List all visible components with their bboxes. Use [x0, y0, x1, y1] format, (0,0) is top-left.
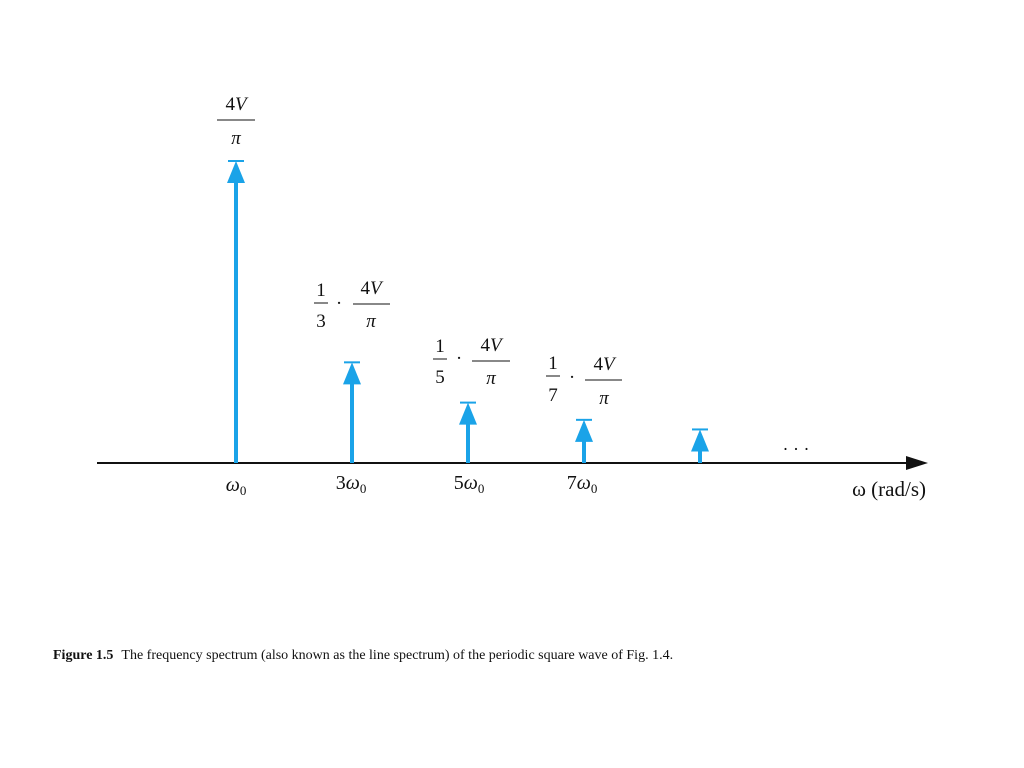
svg-text:·: ·	[456, 348, 462, 369]
tick-labels: ω0 3ω0 5ω0 7ω0	[226, 472, 598, 498]
svg-text:1: 1	[435, 336, 445, 357]
amplitude-label-1: 4V π	[217, 94, 255, 149]
continuation-ellipsis: · · ·	[783, 439, 810, 459]
spectral-arrowhead-5	[459, 402, 477, 425]
caption-label: Figure 1.5	[53, 648, 114, 663]
tick-label-5: 5ω0	[454, 472, 485, 496]
svg-text:4V: 4V	[480, 335, 504, 356]
svg-text:1: 1	[316, 280, 326, 301]
svg-text:·: ·	[336, 293, 342, 314]
spectral-arrowhead-3	[343, 362, 361, 385]
tick-label-1: ω0	[226, 474, 247, 498]
amplitude-label-7: 1 7 · 4V π	[546, 353, 622, 409]
axis-arrowhead	[906, 456, 928, 470]
caption-text: The frequency spectrum (also known as th…	[121, 648, 674, 663]
svg-text:·: ·	[569, 367, 575, 388]
spectral-arrowhead-1	[227, 161, 245, 183]
spectral-arrowhead-7	[575, 419, 593, 442]
svg-text:5: 5	[435, 367, 445, 388]
svg-text:3: 3	[316, 311, 326, 332]
svg-text:4V: 4V	[360, 278, 384, 299]
svg-text:4V: 4V	[225, 94, 249, 115]
svg-text:π: π	[599, 388, 609, 409]
spectral-arrowhead-9	[691, 429, 709, 452]
svg-text:π: π	[366, 311, 376, 332]
svg-text:4V: 4V	[593, 354, 617, 375]
svg-text:1: 1	[548, 353, 558, 374]
svg-text:π: π	[486, 368, 496, 389]
figure-caption: Figure 1.5 The frequency spectrum (also k…	[53, 647, 1003, 665]
tick-label-7: 7ω0	[567, 472, 598, 496]
line-spectrum-diagram: 4V π 1 3 · 4V π 1 5 · 4V π 1 7 · 4V π ω0…	[97, 94, 928, 501]
svg-text:7: 7	[548, 385, 558, 406]
svg-text:π: π	[231, 128, 241, 149]
spectral-lines	[227, 160, 709, 463]
amplitude-label-5: 1 5 · 4V π	[433, 335, 510, 389]
axis-label: ω (rad/s)	[852, 477, 926, 501]
amplitude-label-3: 1 3 · 4V π	[314, 278, 390, 332]
tick-label-3: 3ω0	[336, 472, 367, 496]
